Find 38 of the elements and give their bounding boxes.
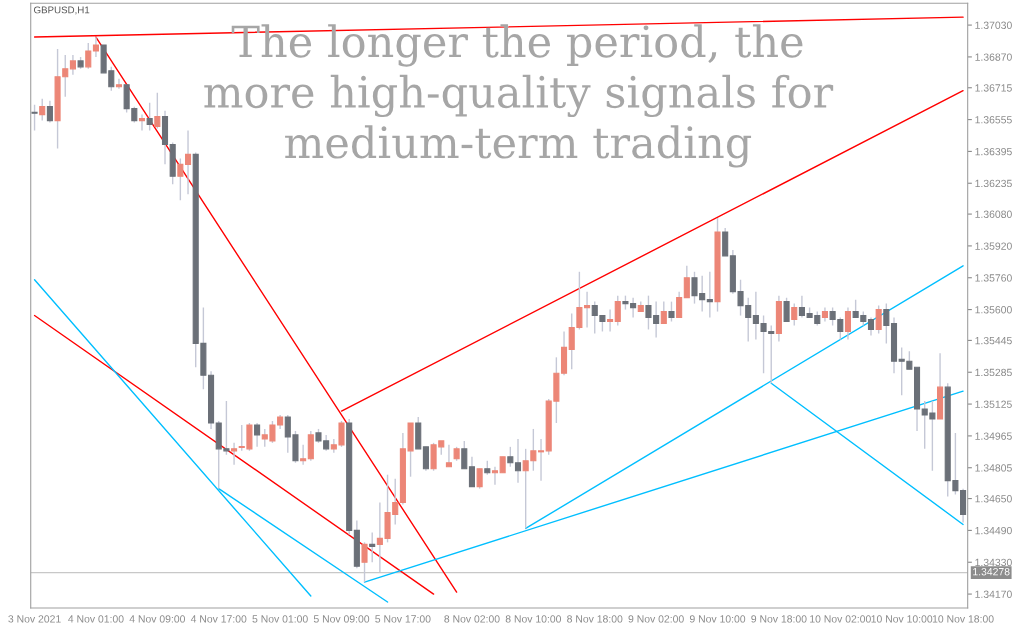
ref-line-label: 1.34278	[973, 568, 1010, 576]
x-tick-label: 10 Nov 10:00	[871, 615, 933, 623]
x-tick-label: 5 Nov 01:00	[252, 615, 308, 623]
y-tick-label: 1.36715	[975, 84, 1012, 92]
y-tick-label: 1.35285	[975, 368, 1012, 377]
x-tick-label: 10 Nov 02:00	[810, 615, 871, 623]
y-tick-label: 1.36395	[975, 147, 1012, 156]
y-tick-label: 1.34965	[975, 432, 1012, 440]
x-tick-label: 8 Nov 02:00	[444, 615, 500, 623]
x-tick-label: 9 Nov 10:00	[689, 615, 746, 623]
y-tick-label: 1.35920	[975, 242, 1012, 250]
x-tick-label: 9 Nov 18:00	[751, 615, 807, 623]
y-tick-label: 1.34170	[975, 590, 1012, 598]
y-tick-label: 1.35125	[975, 400, 1012, 408]
x-tick-label: 10 Nov 18:00	[932, 615, 994, 623]
y-tick-label: 1.35760	[975, 274, 1012, 282]
y-tick-label: 1.36555	[975, 116, 1012, 124]
chart-title: GBPUSD,H1	[34, 6, 90, 15]
x-tick-label: 8 Nov 18:00	[567, 615, 623, 623]
x-tick-label: 4 Nov 09:00	[129, 615, 186, 623]
y-tick-label: 1.34650	[975, 495, 1012, 503]
y-tick-label: 1.36870	[975, 53, 1012, 61]
x-tick-label: 5 Nov 09:00	[313, 615, 370, 623]
y-tick-label: 1.37030	[975, 21, 1012, 29]
x-tick-label: 4 Nov 17:00	[190, 615, 247, 623]
x-tick-label: 8 Nov 10:00	[505, 615, 562, 623]
y-tick-label: 1.36235	[975, 179, 1012, 188]
annotation: The longer the period, the more high-quality signals for medium-term trading	[204, 24, 834, 168]
x-tick-label: 5 Nov 17:00	[375, 615, 431, 623]
x-tick-label: 4 Nov 01:00	[68, 615, 124, 623]
y-tick-label: 1.35600	[975, 306, 1012, 314]
y-tick-label: 1.35445	[975, 336, 1012, 345]
x-tick-label: 3 Nov 2021	[8, 615, 61, 623]
y-tick-label: 1.34805	[975, 464, 1012, 472]
x-tick-label: 9 Nov 02:00	[628, 615, 684, 623]
y-tick-label: 1.34490	[975, 526, 1012, 535]
y-tick-label: 1.36080	[975, 210, 1012, 218]
y-tick-label: 1.34330	[975, 558, 1012, 567]
